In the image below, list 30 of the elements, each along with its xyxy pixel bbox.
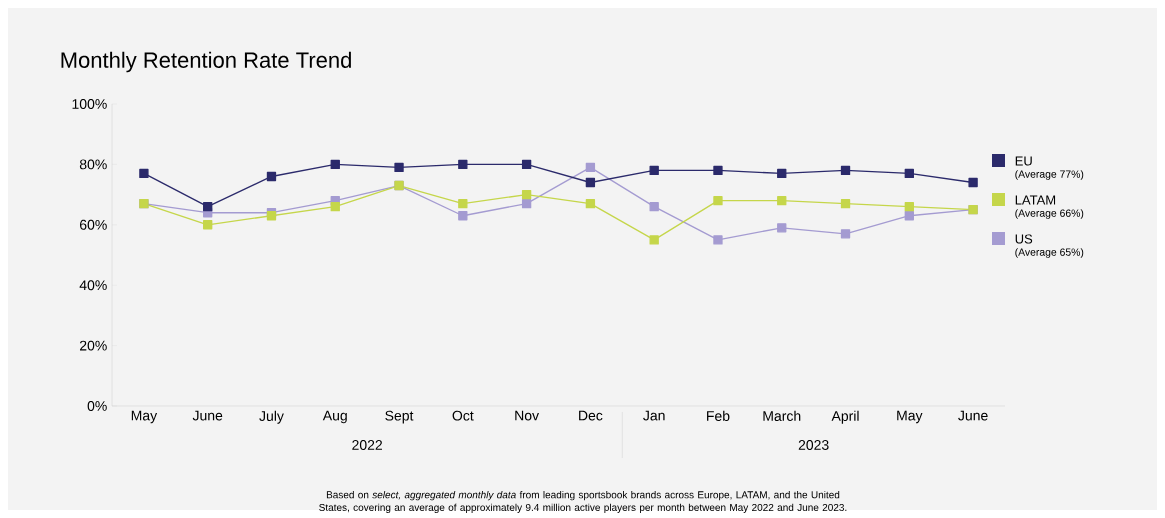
x-tick-label: May: [897, 410, 923, 424]
x-tick-label: June: [958, 410, 988, 421]
x-tick-label: Feb: [707, 410, 730, 421]
y-tick-label: 60%: [79, 219, 107, 230]
text: 2023: [798, 440, 829, 450]
y-tick-label: 100%: [72, 99, 107, 109]
x-tick-label: Sept: [385, 410, 414, 424]
text: 2022: [352, 440, 382, 450]
x-tick-label: Jan: [643, 410, 665, 421]
y-tick-label: 40%: [79, 280, 107, 291]
text: (Average 77%): [1015, 170, 1084, 180]
legend-label: LATAM: [1015, 195, 1056, 205]
x-tick-label: Dec: [579, 410, 603, 421]
chart-title: Monthly Retention Rate Trend: [61, 51, 351, 73]
x-tick-label: Aug: [322, 410, 347, 424]
text: Based on select, aggregated monthly data from leading sportsbook brands across Europe, LATAM, and the United States, covering an average of approximately 9.4 million active players per month between May 2022 and June 2023.: [319, 491, 847, 513]
legend-label: EU: [1015, 156, 1032, 166]
text: (Average 66%): [1015, 209, 1084, 219]
x-tick-label: July: [259, 410, 284, 424]
y-tick-label: 80%: [79, 159, 107, 170]
x-tick-label: Nov: [515, 410, 539, 421]
legend-label: US: [1015, 234, 1033, 244]
x-tick-label: May: [131, 410, 158, 424]
x-tick-label: April: [831, 410, 859, 424]
x-tick-label: March: [763, 410, 801, 421]
x-tick-label: Oct: [452, 410, 474, 421]
text: (Average 65%): [1015, 248, 1084, 258]
y-tick-label: 0%: [87, 401, 107, 411]
x-tick-label: June: [192, 410, 223, 421]
y-tick-label: 20%: [79, 340, 107, 351]
